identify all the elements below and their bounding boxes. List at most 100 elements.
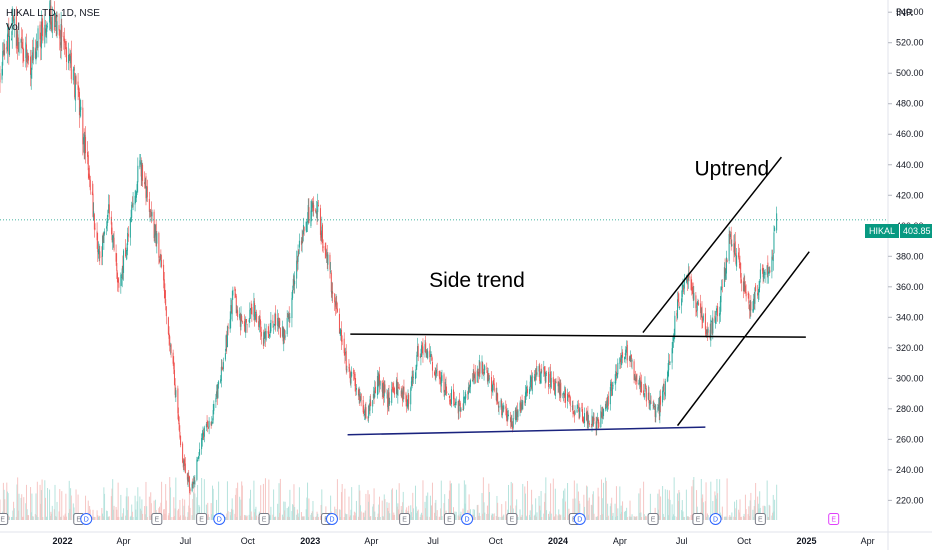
candle-body	[32, 52, 34, 61]
candle-body	[776, 213, 778, 231]
candle-body	[587, 412, 589, 424]
price-axis[interactable]: 220.00240.00260.00280.00300.00320.00340.…	[888, 7, 924, 505]
candle-body	[265, 331, 267, 341]
candle-body	[405, 393, 407, 402]
volume-bar	[126, 487, 128, 520]
volume-bar	[549, 511, 551, 520]
event-markers[interactable]: EEDEEDEEDEEDEEDEEDEE	[0, 513, 840, 525]
candle-body	[202, 433, 204, 436]
candle-body	[417, 346, 419, 357]
volume-bar	[638, 493, 640, 520]
volume-bar	[633, 516, 635, 520]
volume-bar	[486, 505, 488, 520]
candle-body	[42, 27, 44, 41]
candle-body	[469, 384, 471, 389]
volume-bar	[12, 510, 14, 520]
candle-body	[398, 387, 400, 388]
candle-body	[272, 320, 274, 324]
volume-bar	[388, 502, 390, 520]
candle-body	[740, 262, 742, 278]
candle-body	[606, 407, 608, 410]
candle-body	[481, 360, 483, 374]
volume-bar	[330, 495, 332, 520]
candle-body	[269, 334, 271, 337]
candle-body	[332, 292, 334, 294]
volume-bar	[339, 509, 341, 520]
volume-bar	[548, 516, 550, 520]
candle-body	[392, 389, 394, 391]
candle-body	[706, 331, 708, 333]
candle-body	[211, 422, 213, 425]
volume-bar	[730, 516, 732, 520]
candle-body	[287, 316, 289, 318]
volume-bar	[216, 499, 218, 520]
volume-bar	[525, 515, 527, 520]
candle-body	[227, 326, 229, 329]
candle-body	[607, 395, 609, 406]
candle-body	[753, 298, 755, 311]
candle-body	[220, 379, 222, 383]
volume-bar	[212, 488, 214, 520]
candle-body	[389, 400, 391, 403]
volume-bar	[543, 501, 545, 520]
candle-body	[664, 392, 666, 395]
volume-bar	[543, 513, 545, 520]
volume-bar	[241, 485, 243, 520]
candle-body	[364, 407, 366, 416]
volume-bar	[6, 482, 8, 520]
candle-body	[241, 321, 243, 323]
currency-label[interactable]: INR	[896, 8, 914, 19]
volume-bar	[182, 498, 184, 520]
candle-body	[541, 370, 543, 372]
candle-body	[165, 299, 167, 305]
volume-bar	[505, 501, 507, 520]
volume-bar	[55, 516, 57, 520]
candle-body	[628, 358, 630, 360]
price-tick-label: 260.00	[896, 434, 924, 444]
volume-bar	[631, 514, 633, 520]
volume-bar	[578, 500, 580, 520]
candle-body	[55, 15, 57, 37]
candle-body	[292, 278, 294, 288]
candle-body	[220, 367, 222, 381]
candle-body	[78, 87, 80, 93]
candle-body	[763, 271, 765, 274]
trend-lines[interactable]	[347, 156, 810, 436]
volume-bar	[468, 494, 470, 520]
candle-body	[738, 257, 740, 263]
candle-body	[83, 137, 85, 145]
candle-body	[715, 311, 717, 316]
candle-body	[520, 403, 522, 412]
candle-body	[702, 319, 704, 323]
candle-body	[527, 388, 529, 394]
candle-body	[102, 235, 104, 257]
volume-bar	[636, 516, 638, 520]
candle-body	[745, 291, 747, 297]
volume-bar	[197, 484, 199, 520]
candle-body	[607, 396, 609, 408]
volume-bar	[45, 516, 47, 520]
candle-body	[123, 250, 125, 273]
time-tick-label: Jul	[427, 536, 439, 546]
event-marker-letter: E	[262, 517, 267, 524]
candle-body	[32, 46, 34, 61]
candle-body	[298, 240, 300, 248]
volume-bar	[123, 508, 125, 520]
volume-bar	[378, 504, 380, 520]
volume-bar	[740, 516, 742, 520]
volume-bar	[427, 492, 429, 520]
candle-body	[736, 255, 738, 267]
candle-body	[125, 250, 127, 255]
candle-body	[596, 418, 598, 421]
volume-bar	[635, 516, 637, 520]
volume-bar	[273, 489, 275, 520]
candle-body	[414, 372, 416, 379]
candle-body	[45, 28, 47, 35]
volume-bar	[189, 507, 191, 520]
candle-body	[156, 233, 158, 244]
volume-bar	[681, 510, 683, 520]
volume-bar	[546, 510, 548, 520]
time-axis[interactable]: 2022 Apr Jul Oct 2023 Apr Jul Oct 2024 Apr Jul Oct 2…	[52, 536, 874, 546]
candle-body	[12, 19, 14, 22]
